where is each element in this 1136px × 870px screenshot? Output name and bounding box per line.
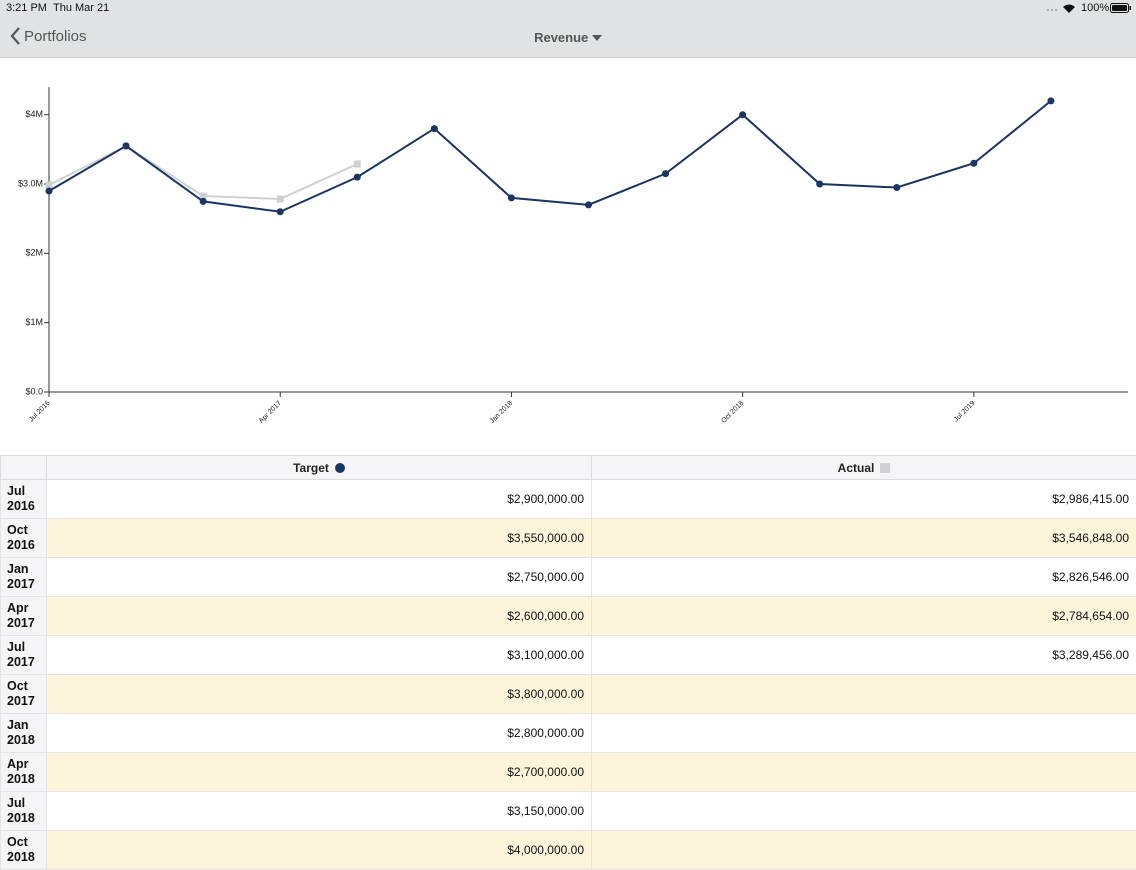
data-table: Target Actual Jul 2016$2,900,000.00$2,986…: [0, 455, 1136, 870]
table-row: Jul 2018$3,150,000.00: [1, 792, 1136, 831]
actual-cell: $3,546,848.00: [592, 519, 1136, 558]
title-text[interactable]: Revenue: [534, 30, 588, 45]
status-battery: 100%: [1081, 2, 1109, 14]
point: [893, 184, 900, 191]
point: [662, 170, 669, 177]
label-cell: Jan 2017: [1, 558, 47, 597]
series-line: [49, 146, 357, 199]
signal-icons: [1046, 3, 1076, 13]
actual-cell: [592, 792, 1136, 831]
status-time: 3:21 PM: [6, 2, 47, 14]
point: [123, 142, 130, 149]
table-row: Jan 2017$2,750,000.00$2,826,546.00: [1, 558, 1136, 597]
point: [354, 160, 361, 167]
legend-label: Target: [293, 461, 329, 475]
target-cell: $2,600,000.00: [47, 597, 592, 636]
point: [200, 198, 207, 205]
point: [585, 201, 592, 208]
screen: 3:21 PM Thu Mar 21 100% Portfolios Reven…: [0, 0, 1136, 852]
chart: $0.0 $1M $2M $3.0M $4M Jul 2016 Apr 2017 Jan 20…: [0, 58, 1136, 455]
label-cell: Jan 2018: [1, 714, 47, 753]
dropdown-caret: [592, 34, 602, 42]
point: [46, 187, 53, 194]
point: [277, 208, 284, 215]
header-cell: Actual: [592, 456, 1136, 480]
target-cell: $2,750,000.00: [47, 558, 592, 597]
table-header: Target Actual: [1, 456, 1136, 480]
actual-cell: [592, 753, 1136, 792]
y-tick-label: $3.0M: [18, 178, 43, 188]
point: [431, 125, 438, 132]
corner-cell: [1, 456, 47, 480]
table-row: Oct 2016$3,550,000.00$3,546,848.00: [1, 519, 1136, 558]
label-cell: Apr 2018: [1, 753, 47, 792]
label-cell: Oct 2016: [1, 519, 47, 558]
actual-cell: [592, 675, 1136, 714]
y-tick-label: $0.0: [25, 386, 43, 396]
target-cell: $2,800,000.00: [47, 714, 592, 753]
table-row: Jan 2018$2,800,000.00: [1, 714, 1136, 753]
label-cell: Apr 2017: [1, 597, 47, 636]
y-tick-label: $1M: [25, 317, 43, 327]
actual-cell: $2,826,546.00: [592, 558, 1136, 597]
label-cell: Jul 2018: [1, 792, 47, 831]
table-row: Apr 2018$2,700,000.00: [1, 753, 1136, 792]
status-date: Thu Mar 21: [53, 2, 109, 14]
point: [46, 181, 53, 188]
actual-cell: $3,289,456.00: [592, 636, 1136, 675]
target-cell: $3,100,000.00: [47, 636, 592, 675]
legend-marker: [880, 463, 890, 473]
series-line: [49, 101, 1051, 212]
label-cell: Oct 2018: [1, 831, 47, 870]
x-tick-label: Oct 2018: [720, 400, 745, 425]
label-cell: Jul 2016: [1, 480, 47, 519]
target-cell: $2,700,000.00: [47, 753, 592, 792]
x-tick-label: Apr 2017: [258, 400, 283, 425]
target-cell: $3,550,000.00: [47, 519, 592, 558]
target-cell: $3,150,000.00: [47, 792, 592, 831]
point: [277, 195, 284, 202]
x-tick-label: Jan 2018: [489, 400, 514, 425]
header-cell: Target: [47, 456, 592, 480]
label-cell: Oct 2017: [1, 675, 47, 714]
top-bar: 3:21 PM Thu Mar 21 100% Portfolios Reven…: [0, 0, 1136, 58]
table-row: Oct 2017$3,800,000.00: [1, 675, 1136, 714]
actual-cell: [592, 831, 1136, 870]
target-cell: $3,800,000.00: [47, 675, 592, 714]
table-row: Jul 2016$2,900,000.00$2,986,415.00: [1, 480, 1136, 519]
legend-marker: [335, 463, 345, 473]
x-tick-label: Jul 2019: [953, 400, 977, 424]
point: [354, 174, 361, 181]
actual-cell: [592, 714, 1136, 753]
label-cell: Jul 2017: [1, 636, 47, 675]
y-tick-label: $2M: [25, 248, 43, 258]
legend-label: Actual: [838, 461, 875, 475]
x-tick-label: Jul 2016: [28, 400, 52, 424]
target-cell: $4,000,000.00: [47, 831, 592, 870]
point: [508, 194, 515, 201]
nav-title[interactable]: Revenue: [0, 30, 1136, 45]
battery-icon: [1110, 3, 1132, 13]
point: [970, 160, 977, 167]
actual-cell: $2,986,415.00: [592, 480, 1136, 519]
table-row: Oct 2018$4,000,000.00: [1, 831, 1136, 870]
point: [816, 181, 823, 188]
y-tick-label: $4M: [25, 109, 43, 119]
actual-cell: $2,784,654.00: [592, 597, 1136, 636]
table-row: Jul 2017$3,100,000.00$3,289,456.00: [1, 636, 1136, 675]
target-cell: $2,900,000.00: [47, 480, 592, 519]
point: [1047, 97, 1054, 104]
point: [739, 111, 746, 118]
table-row: Apr 2017$2,600,000.00$2,784,654.00: [1, 597, 1136, 636]
